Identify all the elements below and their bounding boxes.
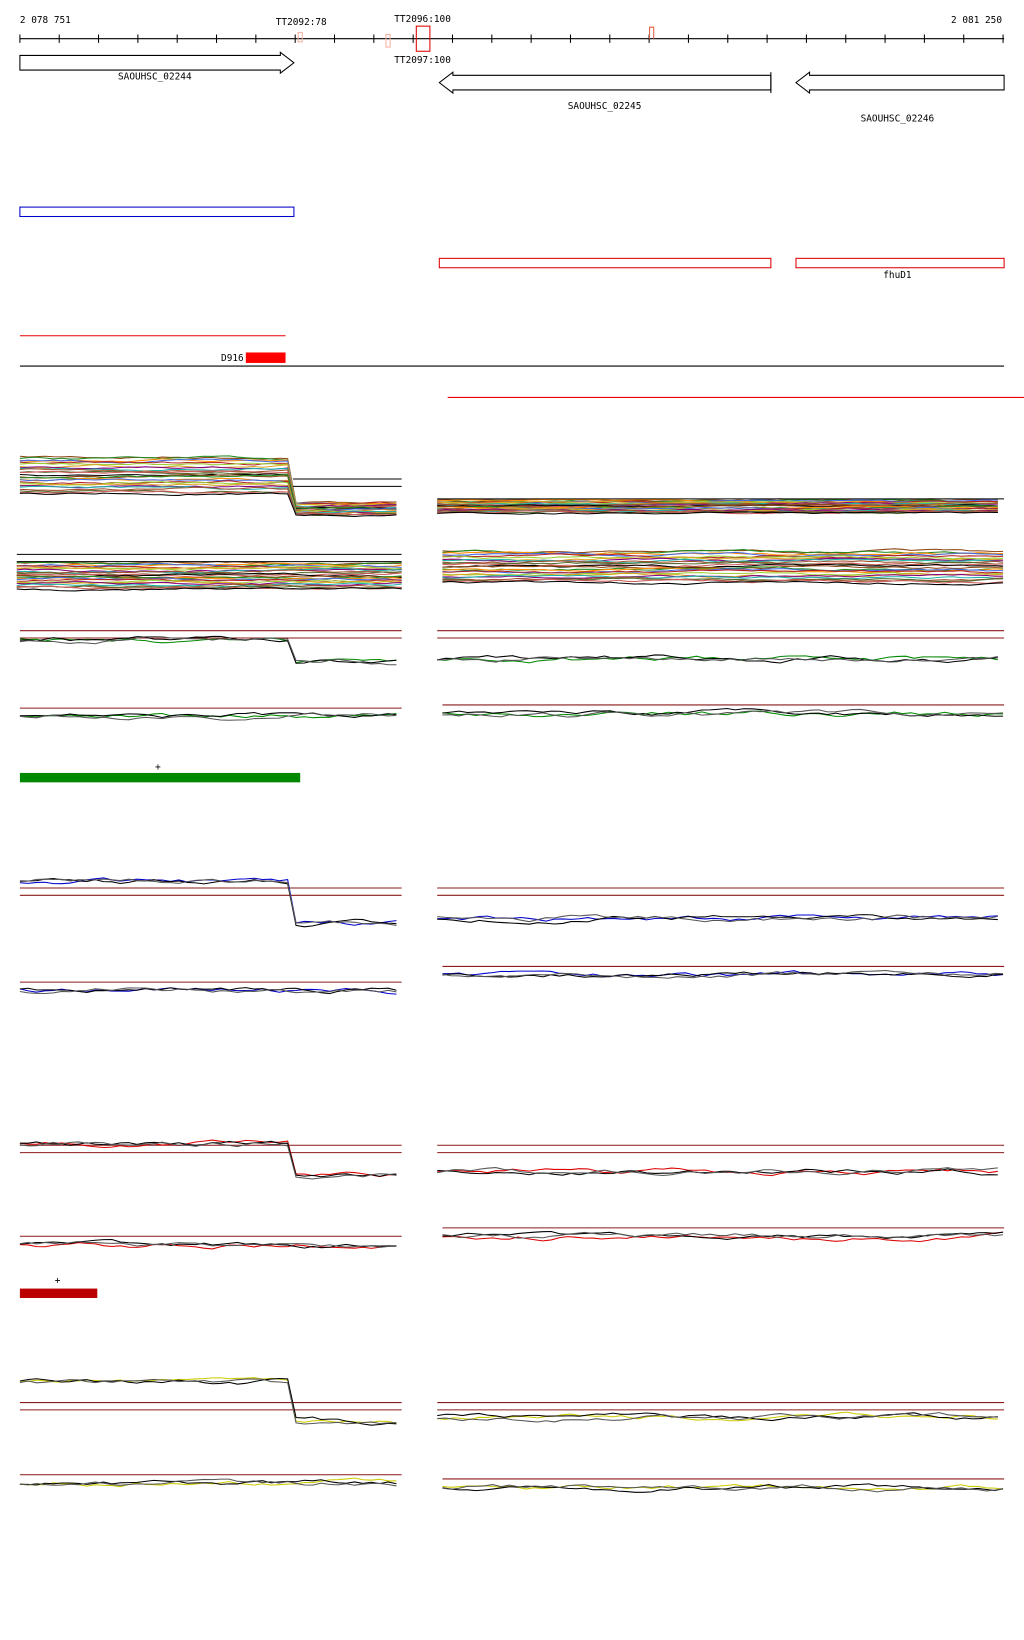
terminator: [649, 26, 655, 39]
trace: [442, 553, 1004, 559]
trace: [437, 914, 998, 922]
trace: [19, 492, 397, 517]
trace: [19, 636, 397, 666]
trace: [442, 708, 1004, 718]
trace: [442, 572, 1004, 576]
gene-arrow: [438, 71, 772, 95]
trace: [19, 1242, 397, 1250]
trace: [19, 712, 397, 721]
trace: [19, 1478, 397, 1487]
trace: [19, 461, 397, 505]
trace: [19, 1139, 397, 1178]
trace: [442, 551, 1004, 558]
trace: [19, 1377, 397, 1426]
trace: [19, 878, 397, 926]
trace: [437, 502, 998, 506]
trace: [16, 562, 402, 568]
expression-traces: [16, 455, 1005, 1493]
trace: [437, 499, 998, 504]
trace: [19, 458, 397, 505]
trace: [442, 971, 1004, 979]
probe: [245, 352, 286, 363]
trace: [437, 1167, 998, 1177]
trace: [442, 568, 1004, 574]
trace: [442, 1484, 1004, 1493]
trace: [442, 710, 1004, 718]
trace: [437, 1412, 998, 1423]
terminator: [297, 31, 303, 43]
trace: [437, 1411, 998, 1422]
trace: [437, 914, 998, 925]
gene-label: SAOUHSC_02246: [861, 113, 935, 124]
gene-label: SAOUHSC_02245: [568, 101, 642, 112]
gene-label: SAOUHSC_02244: [118, 71, 192, 82]
trace: [442, 1230, 1004, 1240]
trace: [19, 1377, 397, 1424]
segment: [19, 1288, 98, 1298]
terminator: [385, 33, 391, 48]
trace: [19, 1378, 397, 1425]
trace: [19, 987, 397, 995]
segment-label: +: [155, 762, 161, 773]
trace: [442, 580, 1004, 586]
trace: [16, 571, 402, 576]
trace: [19, 877, 397, 926]
trace: [16, 572, 402, 578]
operon: [438, 257, 772, 269]
trace: [16, 579, 402, 584]
trace: [19, 877, 397, 928]
trace: [19, 490, 397, 516]
trace: [437, 914, 998, 923]
trace: [19, 455, 397, 504]
trace: [19, 1240, 397, 1248]
trace: [19, 637, 397, 664]
trace: [442, 560, 1004, 565]
operon: [19, 206, 295, 218]
trace: [19, 1141, 397, 1180]
gene-name: fhuD1: [883, 270, 912, 281]
trace: [437, 504, 998, 509]
trace: [442, 1231, 1004, 1243]
trace: [19, 635, 397, 664]
trace: [442, 555, 1004, 560]
terminator-label: TT2097:100: [394, 55, 451, 66]
terminator-label: TT2092:78: [276, 17, 327, 28]
trace: [16, 580, 402, 586]
trace: [19, 987, 397, 995]
ruler-end: 2 081 250: [951, 15, 1002, 26]
trace: [19, 466, 397, 508]
trace: [16, 581, 402, 587]
trace: [19, 478, 397, 512]
gene-arrow: [19, 51, 295, 75]
trace: [442, 569, 1004, 574]
ruler-start: 2 078 751: [20, 15, 71, 26]
trace: [19, 1140, 397, 1178]
segment-label: +: [55, 1275, 61, 1286]
trace: [16, 568, 402, 573]
trace: [437, 511, 998, 515]
trace: [442, 578, 1004, 584]
gene-arrow: [795, 71, 1005, 95]
trace: [442, 574, 1004, 580]
trace: [16, 586, 402, 592]
trace: [442, 1231, 1004, 1239]
terminator: [415, 25, 431, 52]
trace: [437, 655, 998, 664]
operon: [795, 257, 1005, 269]
probe-label: D916: [221, 353, 244, 364]
terminator-label: TT2096:100: [394, 14, 451, 25]
trace: [442, 563, 1004, 569]
trace: [442, 969, 1004, 979]
segment: [19, 772, 301, 783]
trace: [437, 655, 998, 663]
trace: [442, 558, 1004, 564]
